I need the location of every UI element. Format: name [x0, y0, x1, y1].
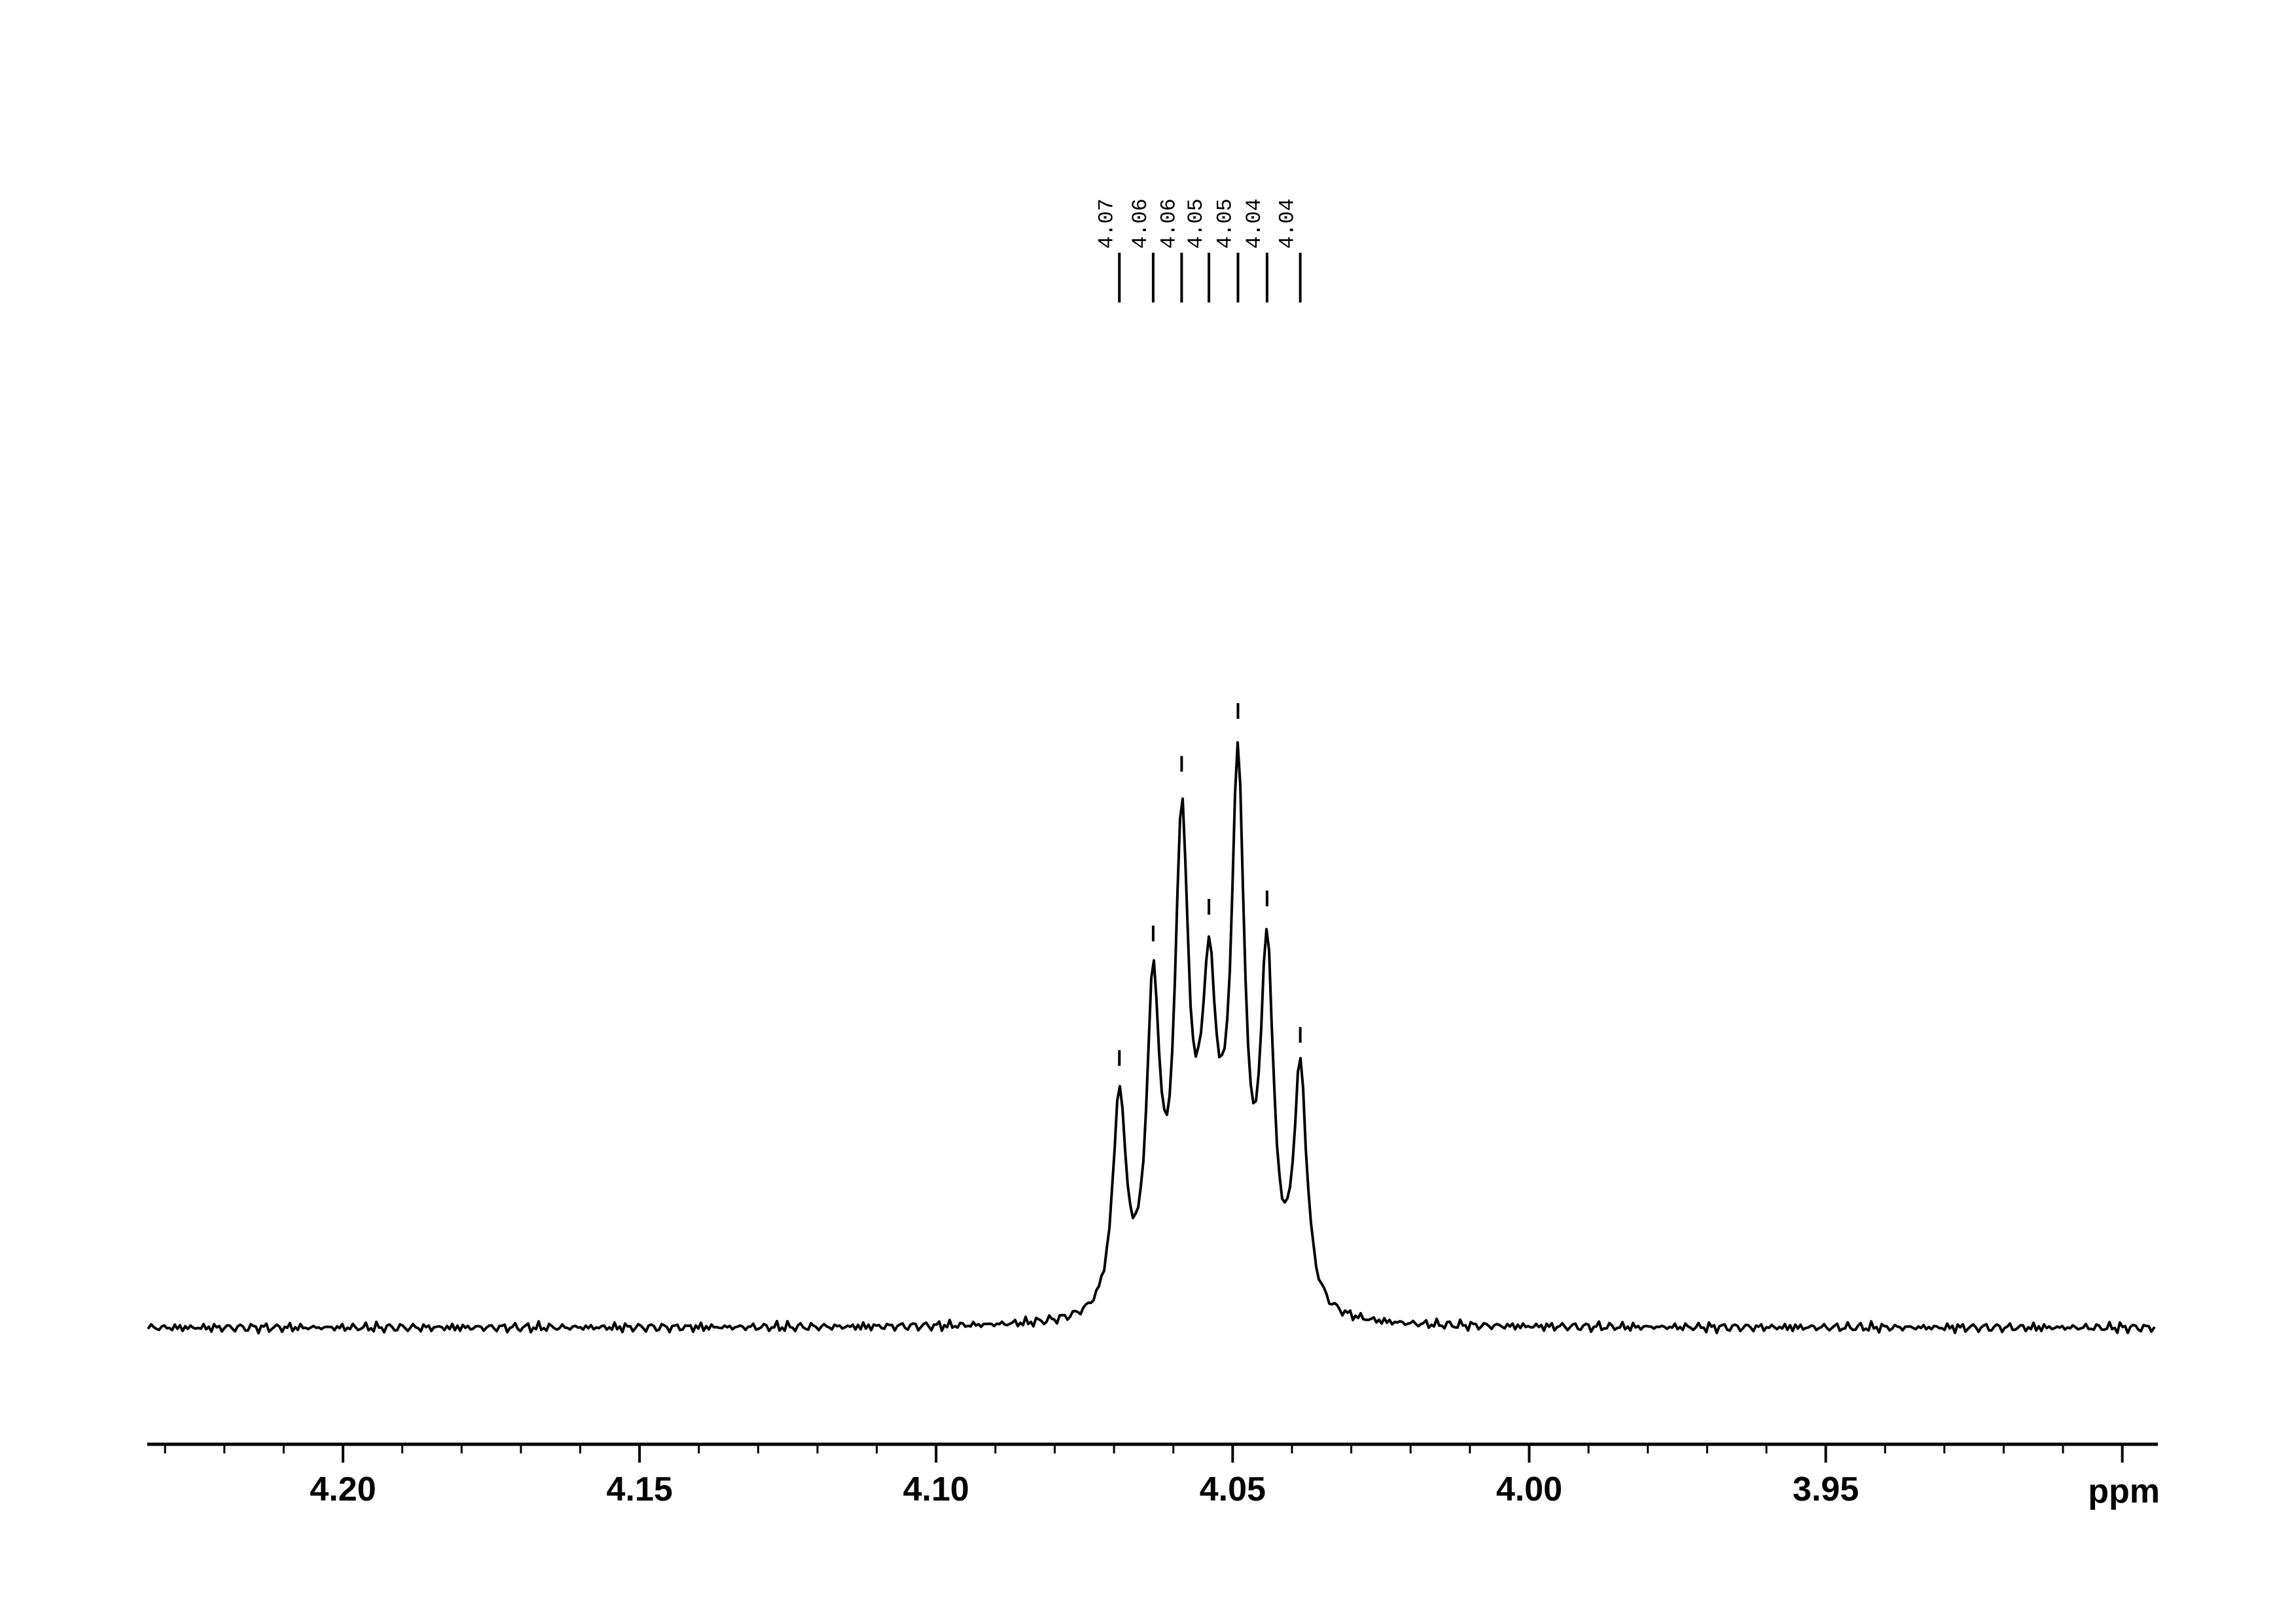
peak-label: 4.04 [1242, 198, 1266, 249]
peak-label: 4.04 [1276, 198, 1300, 249]
x-axis-tick-label: 4.20 [310, 1470, 376, 1508]
x-axis-tick-label: 3.95 [1793, 1470, 1859, 1508]
x-axis: 4.20 4.15 4.10 4.05 4.00 3.95 ppm [147, 1442, 2160, 1510]
peak-label: 4.06 [1157, 198, 1181, 249]
x-axis-tick-label: 4.00 [1496, 1470, 1562, 1508]
x-axis-tick-label: 4.05 [1200, 1470, 1266, 1508]
peak-label: 4.07 [1094, 198, 1119, 249]
peak-label: 4.05 [1184, 198, 1208, 249]
spectrum-trace [147, 741, 2155, 1335]
peak-label: 4.05 [1213, 198, 1237, 249]
x-axis-labels: 4.20 4.15 4.10 4.05 4.00 3.95 [310, 1470, 1859, 1508]
peak-label: 4.06 [1128, 198, 1153, 249]
x-axis-ticks [164, 1444, 2124, 1463]
peak-marker-group [1118, 703, 1302, 1067]
x-axis-unit-label: ppm [2088, 1472, 2160, 1510]
x-axis-tick-label: 4.15 [607, 1470, 673, 1508]
x-axis-tick-label: 4.10 [903, 1470, 969, 1508]
peak-label-group: 4.07 4.06 4.06 4.05 4.05 4.04 4.04 [1094, 198, 1302, 302]
